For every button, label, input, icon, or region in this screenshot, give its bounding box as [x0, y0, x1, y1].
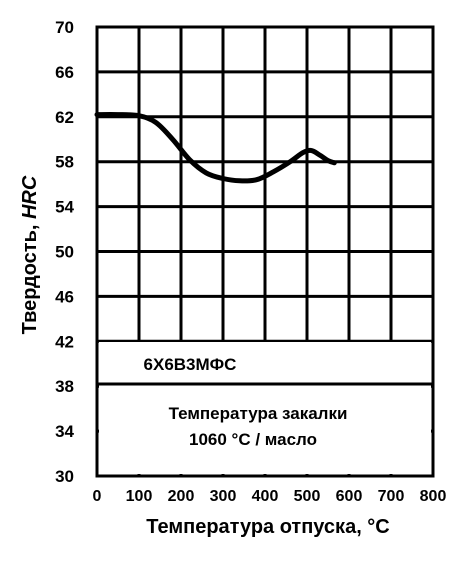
x-tick-200: 200	[168, 488, 195, 505]
steel-grade-label: 6Х6В3МФС	[144, 355, 237, 374]
y-tick-66: 66	[55, 63, 74, 82]
x-tick-100: 100	[126, 488, 153, 505]
y-tick-labels: 30 34 38 42 46 50 54 58 62 66 70	[55, 18, 74, 486]
y-tick-38: 38	[55, 377, 74, 396]
x-tick-400: 400	[252, 488, 279, 505]
hardness-curve	[94, 112, 337, 184]
x-tick-500: 500	[294, 488, 321, 505]
annotation-box	[99, 342, 431, 474]
x-tick-700: 700	[378, 488, 405, 505]
y-tick-30: 30	[55, 467, 74, 486]
y-tick-58: 58	[55, 153, 74, 172]
quench-temperature-line1: Температура закалки	[169, 404, 348, 423]
x-tick-600: 600	[336, 488, 363, 505]
x-axis-title: Температура отпуска, °С	[146, 516, 390, 538]
y-tick-54: 54	[55, 198, 74, 217]
x-tick-800: 800	[420, 488, 447, 505]
x-tick-0: 0	[93, 488, 102, 505]
y-tick-50: 50	[55, 243, 74, 262]
y-tick-42: 42	[55, 332, 74, 351]
quench-temperature-line2: 1060 °С / масло	[189, 430, 317, 449]
y-tick-46: 46	[55, 287, 74, 306]
y-tick-34: 34	[55, 422, 74, 441]
x-tick-labels: 0 100 200 300 400 500 600 700 800	[93, 488, 447, 505]
y-tick-62: 62	[55, 108, 74, 127]
y-axis-title: Твердость, HRC	[19, 175, 41, 334]
x-tick-300: 300	[210, 488, 237, 505]
y-axis-title-unit: HRC	[19, 175, 41, 219]
y-tick-70: 70	[55, 18, 74, 37]
y-axis-title-main: Твердость,	[19, 219, 41, 334]
